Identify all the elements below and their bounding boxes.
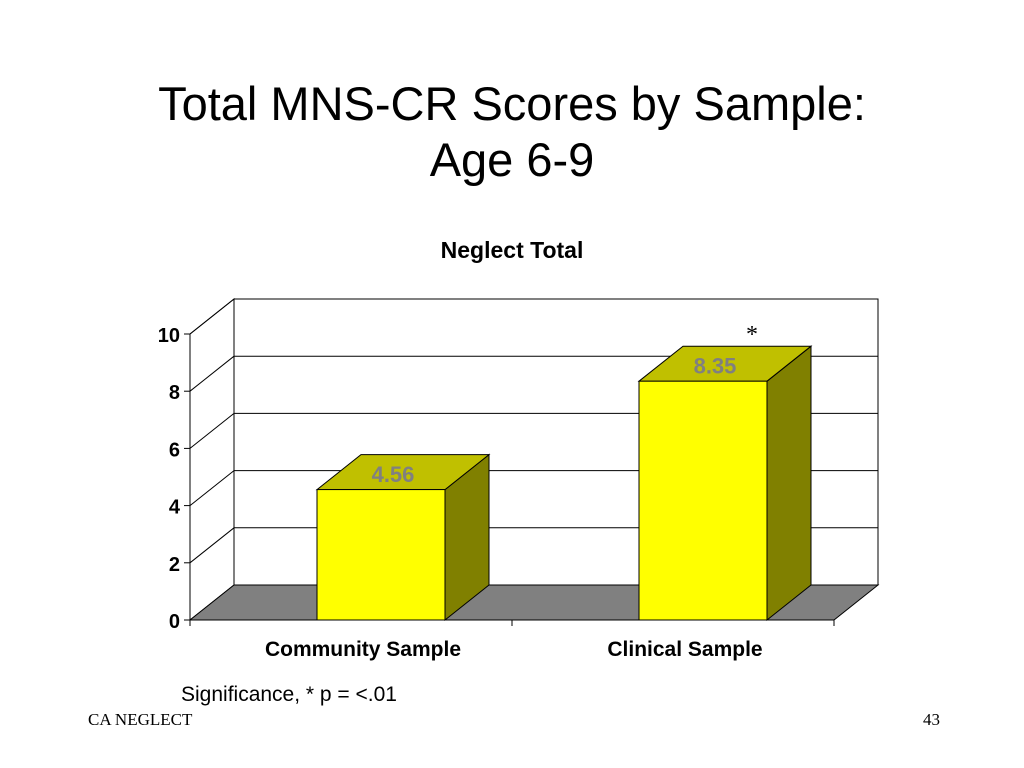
y-tick-label: 4 — [169, 497, 181, 519]
bar-front — [638, 380, 768, 621]
slide-title: Total MNS-CR Scores by Sample: Age 6-9 — [0, 76, 1024, 188]
chart-side-wall — [189, 297, 235, 622]
data-label: 8.35 — [694, 354, 737, 379]
gridline-side — [189, 470, 235, 506]
bar-side — [766, 345, 812, 622]
gridline-side — [189, 298, 235, 335]
gridline-side — [189, 413, 235, 449]
x-category-label: Community Sample — [265, 638, 461, 661]
y-tick-label: 6 — [169, 439, 180, 461]
data-label: 4.56 — [372, 462, 415, 487]
chart-bars — [315, 345, 813, 622]
significance-footnote: Significance, * p = <.01 — [181, 683, 397, 706]
slide-title-line-1: Total MNS-CR Scores by Sample: — [158, 77, 866, 130]
chart-title: Neglect Total — [441, 237, 584, 263]
y-tick-label: 0 — [169, 611, 180, 633]
y-tick-label: 2 — [169, 554, 180, 576]
gridline-side — [189, 527, 235, 564]
chart-labels: 4.56 Community Sample 8.35 * Clinical Sample — [265, 322, 763, 661]
y-tick-label: 10 — [158, 325, 180, 347]
gridline-side — [189, 355, 235, 392]
y-tick-label: 8 — [169, 382, 180, 404]
x-category-label: Clinical Sample — [607, 638, 762, 661]
slide-number: 43 — [923, 710, 940, 729]
bar-front — [316, 489, 446, 621]
footer-left-label: CA NEGLECT — [88, 710, 193, 729]
significance-marker: * — [746, 322, 758, 348]
slide-title-line-2: Age 6-9 — [429, 133, 595, 186]
